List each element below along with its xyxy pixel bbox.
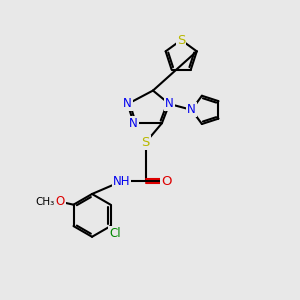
Text: N: N [123,98,132,110]
Text: S: S [177,34,185,46]
Text: CH₃: CH₃ [36,197,55,207]
Text: NH: NH [113,175,130,188]
Text: N: N [165,98,174,110]
Text: Cl: Cl [109,227,121,240]
Text: S: S [141,136,150,149]
Text: O: O [56,195,65,208]
Text: N: N [187,103,196,116]
Text: N: N [129,117,138,130]
Text: O: O [161,175,172,188]
